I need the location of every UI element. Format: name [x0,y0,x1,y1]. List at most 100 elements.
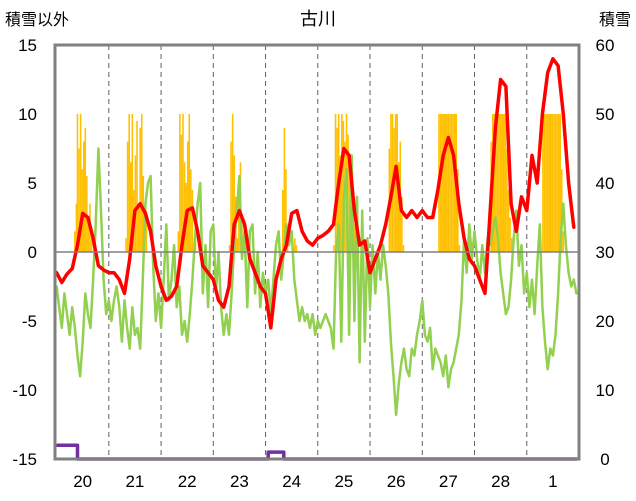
precip-bar [140,114,143,252]
precip-bar [402,245,405,252]
chart-title: 古川 [300,9,336,29]
precip-bar [441,114,443,252]
right-axis-title: 積雪 [599,11,631,29]
precip-bar [128,114,130,252]
precip-bar [126,141,129,252]
x-tick-label: 28 [491,472,510,491]
precip-bar [390,114,392,252]
precip-bar [142,176,145,252]
x-tick-label: 26 [387,472,406,491]
x-tick-label: 25 [334,472,353,491]
precip-bar [183,162,186,252]
precip-bar [233,155,235,252]
left-tick-label: 10 [18,105,37,124]
precip-bar [506,148,508,252]
precip-bar [444,114,447,252]
plot-frame [53,43,581,461]
precip-bar [285,169,287,252]
precip-bar [75,203,78,252]
snow-depth-series-line [55,443,579,461]
precip-bar [76,114,79,252]
right-tick-label: 40 [596,174,615,193]
precip-bar [186,141,189,252]
x-tick-label: 21 [125,472,144,491]
precip-bar [543,114,546,252]
precip-bar [177,231,180,252]
precip-bar [353,224,356,252]
x-tick-label: 24 [282,472,301,491]
left-axis-title: 積雪以外 [5,11,69,29]
right-tick-label: 20 [596,312,615,331]
precip-bar [339,155,342,252]
precip-bar [556,114,558,252]
precip-bar [495,114,497,252]
precip-bar [446,114,448,252]
precip-bar [341,114,343,252]
precip-bar [86,176,88,252]
precip-bar [449,114,451,252]
precip-bar [559,114,561,252]
precip-bar [452,114,454,252]
precip-bar [294,238,296,252]
precip-bar [551,114,554,252]
precip-bar [231,114,234,252]
precip-bar [74,231,76,252]
x-axis-ticks: 20 21 22 23 24 25 26 27 28 1 [73,472,557,491]
precip-bar [553,114,555,252]
precip-bar [182,114,184,252]
precip-bar [502,114,505,252]
precip-bar [493,114,496,252]
right-tick-label: 50 [596,105,615,124]
left-tick-label: 5 [28,174,37,193]
left-axis-ticks: 15 10 5 0 -5 -10 -15 [12,36,37,469]
precip-bar [191,189,194,252]
precip-bar [230,141,232,252]
precip-bar [342,120,345,253]
precip-bar [498,114,500,252]
left-tick-label: 0 [28,243,37,262]
precip-bar [188,114,191,252]
precip-bar [548,114,551,252]
precip-bar [499,114,502,252]
right-tick-label: 0 [600,450,609,469]
precip-bar [453,114,456,252]
precip-bar [554,114,557,252]
precip-bar [348,162,351,252]
precip-bar [562,231,565,252]
precip-bar [542,114,544,252]
precip-bar [442,114,445,252]
precip-bar [458,245,461,252]
precip-bar [139,127,141,252]
precip-bar [557,114,560,252]
precip-bar [87,217,90,252]
precip-bar [507,189,510,252]
precip-bar [82,141,85,252]
precip-bar [79,114,82,252]
precip-bar [546,114,549,252]
precip-bar [137,203,140,252]
precip-bar [334,114,337,252]
precip-bar [397,162,400,252]
precip-bar [78,148,80,252]
precip-bar [90,238,93,252]
precip-bar [125,238,127,252]
precip-bar [295,245,298,252]
precip-bar [496,114,499,252]
precip-bar [228,245,231,252]
plot-border [53,43,581,461]
precip-bar [238,183,240,252]
precip-bar [131,114,134,252]
x-tick-label: 23 [230,472,249,491]
precip-bar [145,210,148,252]
precip-bar [81,169,83,252]
right-axis-ticks: 60 50 40 30 20 10 0 [596,36,615,469]
precip-bar [84,127,87,252]
precip-bar [510,238,513,252]
precip-bar [180,134,183,252]
precip-bar [550,114,552,252]
precip-bar [129,162,132,252]
wind-series-line [55,147,578,417]
left-tick-label: -15 [12,450,37,469]
precip-bar [281,189,284,252]
